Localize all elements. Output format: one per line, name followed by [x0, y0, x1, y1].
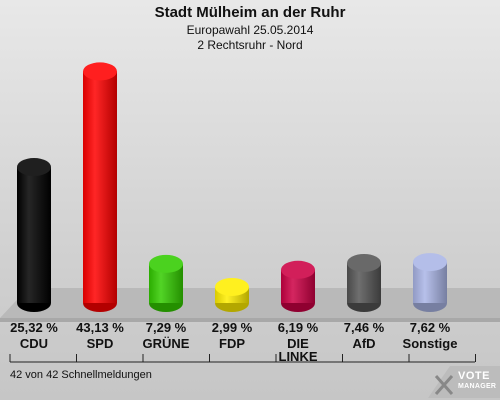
category-label: GRÜNE [142, 336, 190, 351]
category-label: FDP [219, 336, 245, 351]
bar-top [83, 62, 117, 81]
bar-spd [83, 62, 117, 312]
bar-sonstige [413, 253, 447, 312]
bar-body [83, 71, 117, 303]
value-label: 7,62 % [409, 320, 451, 335]
value-label: 25,32 % [10, 320, 58, 335]
chart-floor-edge [0, 318, 500, 322]
chart-subtitle-district: 2 Rechtsruhr - Nord [197, 38, 303, 52]
chart-title: Stadt Mülheim an der Ruhr [154, 4, 346, 21]
value-label: 43,13 % [76, 320, 124, 335]
bar-die-linke [281, 260, 315, 312]
bar-top [17, 158, 51, 177]
category-label: SPD [86, 336, 114, 351]
bar-top [347, 253, 381, 272]
bar-afd [347, 253, 381, 312]
value-label: 7,46 % [343, 320, 385, 335]
footnote: 42 von 42 Schnellmeldungen [10, 369, 152, 381]
logo-text-manager: MANAGER [458, 383, 497, 390]
category-label: Sonstige [402, 336, 458, 351]
category-label: DIE LINKE [278, 336, 318, 364]
vote-manager-logo-icon [428, 366, 500, 398]
bar-body [17, 167, 51, 303]
bar-cdu [17, 158, 51, 312]
logo-text-vote: VOTE [458, 370, 490, 382]
value-label: 2,99 % [211, 320, 253, 335]
bar-top [281, 260, 315, 279]
value-label: 7,29 % [145, 320, 187, 335]
bar-top [215, 277, 249, 296]
chart-subtitle-election: Europawahl 25.05.2014 [186, 23, 314, 37]
value-label: 6,19 % [277, 320, 319, 335]
bar-top [413, 253, 447, 272]
bar-grüne [149, 254, 183, 312]
bar-fdp [215, 277, 249, 312]
category-label: AfD [352, 336, 376, 351]
category-label: CDU [19, 336, 49, 351]
bar-top [149, 254, 183, 273]
